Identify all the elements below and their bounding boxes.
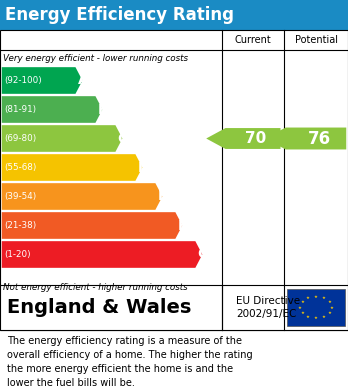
Bar — [0, 0, 348, 30]
Text: ★: ★ — [306, 314, 310, 319]
Text: (81-91): (81-91) — [4, 105, 36, 114]
Text: England & Wales: England & Wales — [7, 298, 191, 317]
Text: (1-20): (1-20) — [4, 250, 31, 259]
Text: F: F — [177, 219, 187, 233]
Polygon shape — [2, 212, 182, 239]
Text: E: E — [158, 190, 167, 203]
Text: ★: ★ — [314, 316, 318, 320]
Text: Current: Current — [235, 35, 271, 45]
Text: ★: ★ — [328, 311, 332, 315]
Text: (92-100): (92-100) — [4, 76, 42, 85]
Polygon shape — [2, 241, 202, 268]
Polygon shape — [206, 128, 280, 149]
Text: Potential: Potential — [294, 35, 338, 45]
Text: G: G — [197, 248, 209, 262]
Text: (39-54): (39-54) — [4, 192, 37, 201]
Polygon shape — [2, 183, 163, 210]
Text: 70: 70 — [245, 131, 266, 146]
Text: The energy efficiency rating is a measure of the
overall efficiency of a home. T: The energy efficiency rating is a measur… — [7, 336, 253, 388]
Text: 76: 76 — [308, 129, 331, 147]
Polygon shape — [2, 154, 142, 181]
Text: Energy Efficiency Rating: Energy Efficiency Rating — [5, 6, 234, 24]
Text: EU Directive
2002/91/EC: EU Directive 2002/91/EC — [236, 296, 300, 319]
Text: ★: ★ — [322, 296, 326, 301]
Text: ★: ★ — [306, 296, 310, 301]
Text: D: D — [137, 160, 149, 174]
Text: ★: ★ — [330, 305, 334, 310]
Bar — [0, 30, 348, 330]
Text: Not energy efficient - higher running costs: Not energy efficient - higher running co… — [3, 283, 188, 292]
Polygon shape — [2, 125, 122, 152]
Text: (21-38): (21-38) — [4, 221, 37, 230]
Text: ★: ★ — [300, 311, 304, 315]
Text: (69-80): (69-80) — [4, 134, 37, 143]
Polygon shape — [2, 96, 102, 123]
Text: C: C — [118, 131, 128, 145]
Text: ★: ★ — [314, 295, 318, 299]
Text: (55-68): (55-68) — [4, 163, 37, 172]
Text: ★: ★ — [300, 300, 304, 304]
Text: B: B — [97, 102, 108, 117]
Text: ★: ★ — [322, 314, 326, 319]
Polygon shape — [2, 67, 82, 94]
Bar — [287, 289, 345, 326]
Polygon shape — [264, 127, 346, 149]
Bar — [0, 285, 348, 330]
Text: ★: ★ — [328, 300, 332, 304]
Text: ★: ★ — [298, 305, 302, 310]
Text: Very energy efficient - lower running costs: Very energy efficient - lower running co… — [3, 54, 189, 63]
Text: A: A — [78, 74, 88, 88]
